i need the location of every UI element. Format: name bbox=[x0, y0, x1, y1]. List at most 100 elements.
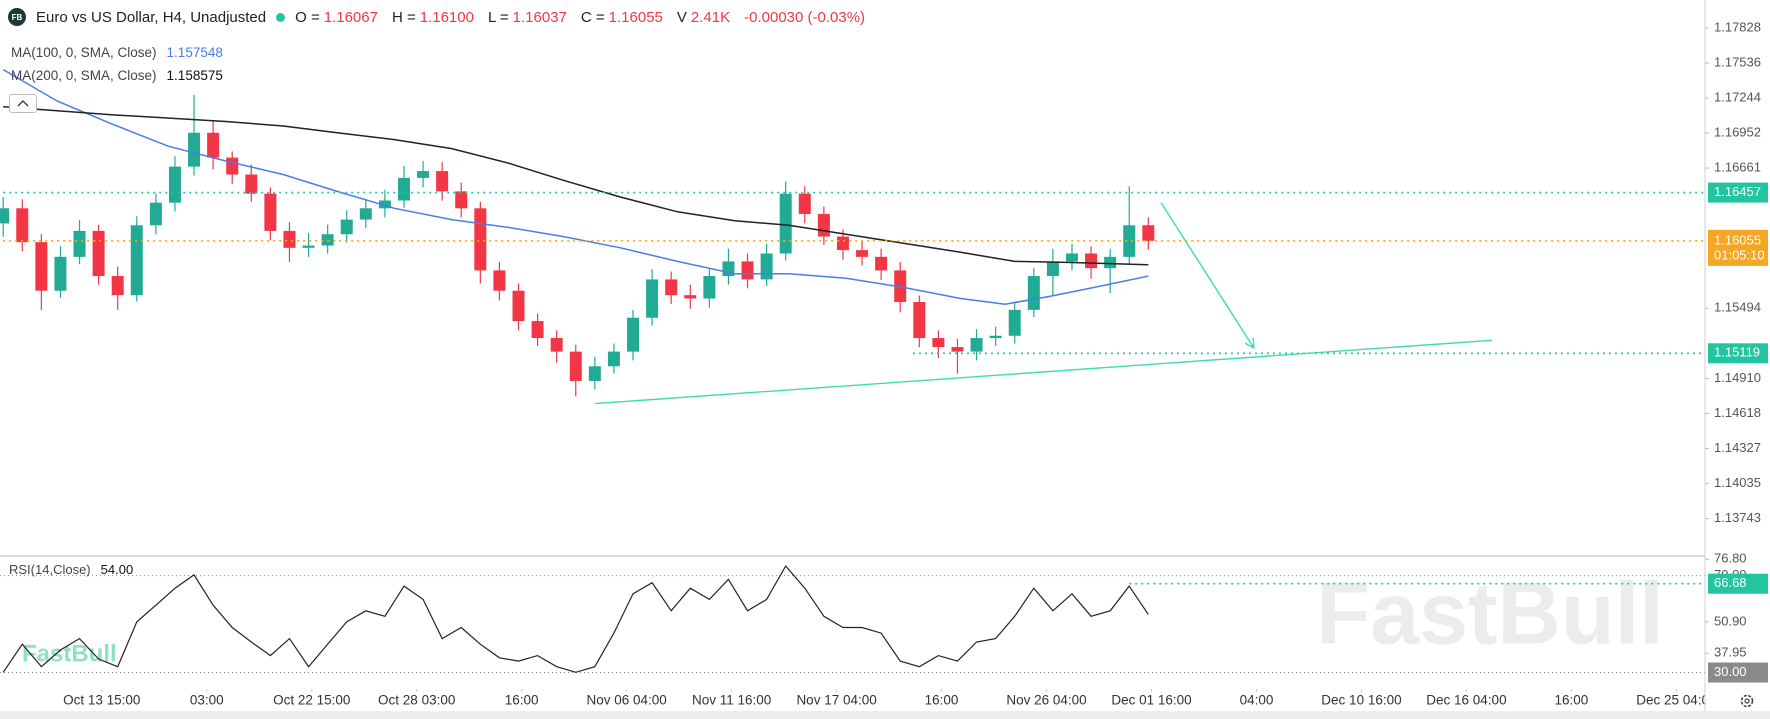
x-tick-label: Dec 16 04:00 bbox=[1426, 693, 1506, 708]
x-tick-label: Dec 01 16:00 bbox=[1111, 693, 1191, 708]
candle-body bbox=[932, 338, 945, 348]
y-tick-label: 1.14910 bbox=[1714, 370, 1761, 385]
candle-body bbox=[188, 132, 201, 167]
candle-body bbox=[970, 338, 983, 352]
candle-body bbox=[531, 321, 544, 339]
candle-body bbox=[168, 166, 181, 203]
quote-value: 1.16055 bbox=[608, 8, 663, 26]
candle-body bbox=[474, 208, 487, 271]
header: FB Euro vs US Dollar, H4, Unadjusted O =… bbox=[8, 6, 865, 28]
candle-body bbox=[436, 171, 449, 192]
quote-item: O = 1.16067 bbox=[295, 9, 378, 26]
countdown-label: 01:05:10 bbox=[1714, 247, 1765, 262]
quote-label: C = bbox=[580, 8, 605, 26]
candle-body bbox=[798, 193, 811, 214]
candle-body bbox=[627, 317, 640, 352]
candle-body bbox=[550, 338, 563, 352]
settings-icon[interactable] bbox=[1740, 694, 1754, 708]
y-tick-label: 1.17536 bbox=[1714, 54, 1761, 69]
price-label: 66.68 bbox=[1714, 575, 1747, 590]
candle-body bbox=[149, 202, 162, 226]
candle-body bbox=[875, 256, 888, 271]
rsi-line bbox=[2, 564, 1149, 673]
price-label-box bbox=[1708, 343, 1768, 364]
candle-body bbox=[493, 270, 506, 291]
price-label: 1.16457 bbox=[1714, 184, 1761, 199]
candle-body bbox=[1065, 253, 1078, 262]
x-tick-label: 03:00 bbox=[190, 693, 224, 708]
price-label: 30.00 bbox=[1714, 664, 1747, 679]
candle-body bbox=[1123, 225, 1136, 257]
quote-value: 1.16067 bbox=[323, 8, 378, 26]
candle-body bbox=[111, 276, 124, 296]
candle-body bbox=[35, 242, 48, 291]
y-tick-label: 1.14327 bbox=[1714, 440, 1761, 455]
y-tick-label: 50.90 bbox=[1714, 613, 1747, 628]
price-label-box bbox=[1708, 182, 1768, 203]
legend-value: 54.00 bbox=[100, 562, 134, 577]
ma100-legend: MA(100, 0, SMA, Close) 1.157548 bbox=[11, 45, 223, 60]
candle-body bbox=[1085, 253, 1098, 269]
quote-item: V 2.41K bbox=[677, 9, 730, 26]
price-label: 1.15119 bbox=[1714, 345, 1760, 360]
candle-body bbox=[989, 335, 1002, 339]
candle-body bbox=[951, 347, 964, 352]
candle-body bbox=[397, 177, 410, 201]
candle-body bbox=[0, 208, 10, 224]
collapse-button[interactable] bbox=[9, 94, 37, 113]
candle-body bbox=[302, 245, 315, 248]
candle-body bbox=[321, 234, 334, 246]
legend-value: 1.157548 bbox=[166, 45, 223, 60]
quote-value: 1.16037 bbox=[512, 8, 567, 26]
candle-body bbox=[703, 276, 716, 299]
x-tick-label: 16:00 bbox=[505, 693, 539, 708]
quote-item: L = 1.16037 bbox=[488, 9, 567, 26]
candle-body bbox=[340, 219, 353, 235]
candle-body bbox=[512, 290, 525, 322]
price-label-box bbox=[1708, 229, 1768, 266]
quote-value: -0.00030 (-0.03%) bbox=[744, 8, 866, 26]
legend-name: MA(100, 0, SMA, Close) bbox=[11, 45, 157, 60]
x-tick-label: Dec 25 04:00 bbox=[1636, 693, 1716, 708]
x-tick-label: Nov 11 16:00 bbox=[692, 693, 771, 708]
x-tick-label: Oct 28 03:00 bbox=[378, 693, 455, 708]
quote-label: L = bbox=[487, 8, 509, 26]
candle-body bbox=[226, 157, 239, 175]
quote-label: V bbox=[676, 8, 687, 26]
bottom-bar bbox=[0, 711, 1770, 719]
quote-value: 1.16100 bbox=[419, 8, 474, 26]
moving-average bbox=[3, 106, 1149, 266]
candle-body bbox=[359, 208, 372, 220]
candle-body bbox=[607, 351, 620, 367]
x-tick-label: Nov 26 04:00 bbox=[1006, 693, 1086, 708]
gear-ring bbox=[1740, 694, 1754, 708]
x-tick-label: Oct 13 15:00 bbox=[63, 693, 140, 708]
candle-body bbox=[684, 295, 697, 299]
candle-body bbox=[16, 208, 29, 243]
quote-item: C = 1.16055 bbox=[581, 9, 663, 26]
x-tick-label: 16:00 bbox=[925, 693, 959, 708]
candle-body bbox=[54, 256, 67, 291]
candle-body bbox=[417, 171, 430, 178]
chevron-icon bbox=[17, 100, 29, 107]
price-label-box bbox=[1708, 662, 1768, 683]
quote-label: H = bbox=[391, 8, 416, 26]
candle-body bbox=[378, 200, 391, 209]
candle-body bbox=[1142, 225, 1155, 241]
watermark: FastBull bbox=[1316, 563, 1663, 662]
y-tick-label: 1.14035 bbox=[1714, 475, 1761, 490]
gear-hole bbox=[1744, 698, 1750, 704]
candle-body bbox=[207, 132, 220, 158]
candle-body bbox=[646, 279, 659, 318]
legend-name: RSI(14,Close) bbox=[9, 562, 91, 577]
logo: FB bbox=[8, 8, 26, 26]
x-tick-label: 16:00 bbox=[1555, 693, 1589, 708]
legend-value: 1.158575 bbox=[166, 68, 223, 83]
y-tick-label: 1.15494 bbox=[1714, 300, 1761, 315]
price-label: 1.16055 bbox=[1714, 232, 1761, 247]
candle-body bbox=[760, 253, 773, 280]
candle-body bbox=[779, 193, 792, 254]
y-tick-label: 1.16952 bbox=[1714, 125, 1761, 140]
